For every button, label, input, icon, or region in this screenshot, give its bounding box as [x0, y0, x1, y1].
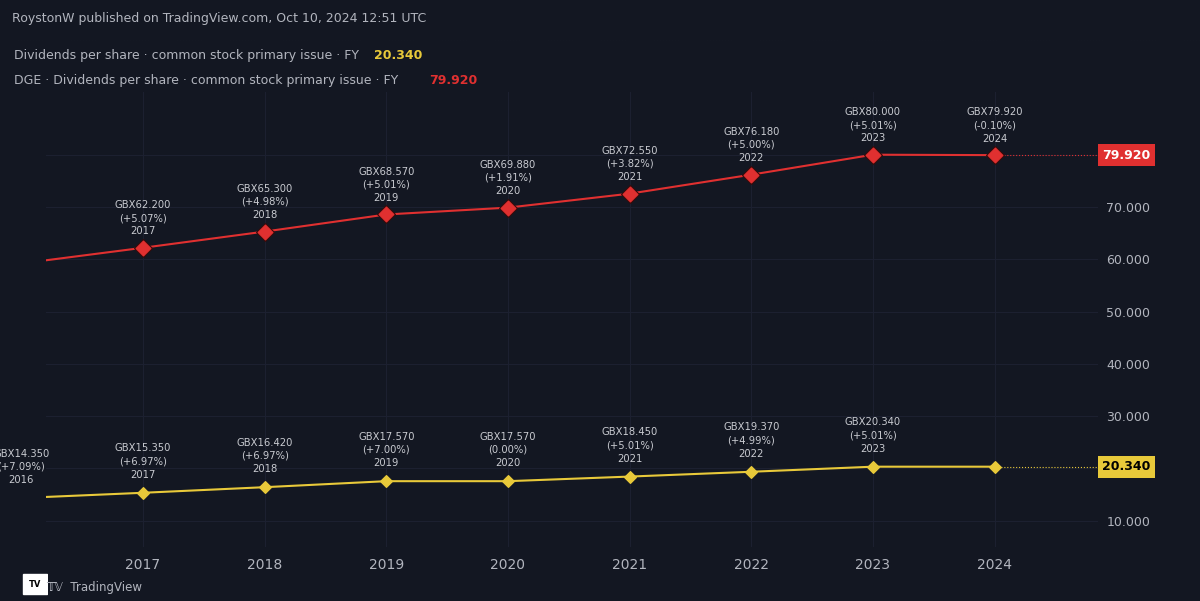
Point [12, 493, 31, 503]
Text: GBX17.570
(+7.00%)
2019: GBX17.570 (+7.00%) 2019 [358, 432, 414, 468]
Text: Dividends per share · common stock primary issue · FY: Dividends per share · common stock prima… [14, 49, 367, 62]
Text: GBX15.350
(+6.97%)
2017: GBX15.350 (+6.97%) 2017 [115, 444, 172, 480]
Point [985, 150, 1004, 160]
Point [133, 488, 152, 498]
Point [985, 150, 1004, 160]
Point [377, 210, 396, 219]
Text: 𝕋𝕍  TradingView: 𝕋𝕍 TradingView [46, 581, 142, 594]
Point [254, 227, 274, 236]
Text: 20.340: 20.340 [374, 49, 422, 62]
Text: GBX72.550
(+3.82%)
2021: GBX72.550 (+3.82%) 2021 [601, 146, 658, 182]
Text: GBX80.000
(+5.01%)
2023: GBX80.000 (+5.01%) 2023 [845, 107, 901, 143]
Text: GBX19.370
(+4.99%)
2022: GBX19.370 (+4.99%) 2022 [724, 423, 780, 459]
Text: GBX20.340
(+5.01%)
2023: GBX20.340 (+5.01%) 2023 [845, 417, 901, 454]
Point [498, 203, 517, 212]
Text: 79.920: 79.920 [1102, 148, 1151, 162]
Point [498, 203, 517, 212]
Point [742, 467, 761, 477]
FancyBboxPatch shape [23, 575, 47, 594]
Text: GBX69.880
(+1.91%)
2020: GBX69.880 (+1.91%) 2020 [480, 160, 536, 196]
Text: TV: TV [29, 580, 41, 589]
Point [133, 243, 152, 252]
Text: GBX62.200
(+5.07%)
2017: GBX62.200 (+5.07%) 2017 [115, 200, 172, 236]
Text: RoystonW published on TradingView.com, Oct 10, 2024 12:51 UTC: RoystonW published on TradingView.com, O… [12, 12, 426, 25]
Point [133, 243, 152, 252]
Text: GBX65.300
(+4.98%)
2018: GBX65.300 (+4.98%) 2018 [236, 184, 293, 220]
Point [377, 210, 396, 219]
Point [620, 189, 640, 198]
Point [254, 483, 274, 492]
Text: 79.920: 79.920 [430, 74, 478, 87]
Text: DGE · Dividends per share · common stock primary issue · FY: DGE · Dividends per share · common stock… [14, 74, 407, 87]
Point [498, 477, 517, 486]
Point [742, 170, 761, 180]
Text: 20.340: 20.340 [1102, 460, 1151, 473]
Point [254, 227, 274, 236]
Text: GBX18.450
(+5.01%)
2021: GBX18.450 (+5.01%) 2021 [601, 427, 658, 463]
Point [985, 462, 1004, 472]
Point [863, 150, 882, 159]
Point [742, 170, 761, 180]
Point [377, 477, 396, 486]
Text: GBX76.180
(+5.00%)
2022: GBX76.180 (+5.00%) 2022 [724, 127, 780, 163]
Text: GBX16.420
(+6.97%)
2018: GBX16.420 (+6.97%) 2018 [236, 438, 293, 474]
Point [863, 150, 882, 159]
Point [620, 189, 640, 198]
Point [863, 462, 882, 472]
Text: GBX17.570
(0.00%)
2020: GBX17.570 (0.00%) 2020 [480, 432, 536, 468]
Text: GBX79.920
(-0.10%)
2024: GBX79.920 (-0.10%) 2024 [966, 107, 1022, 144]
Text: GBX14.350
(+7.09%)
2016: GBX14.350 (+7.09%) 2016 [0, 448, 49, 485]
Text: GBX68.570
(+5.01%)
2019: GBX68.570 (+5.01%) 2019 [358, 166, 414, 203]
Point [620, 472, 640, 481]
